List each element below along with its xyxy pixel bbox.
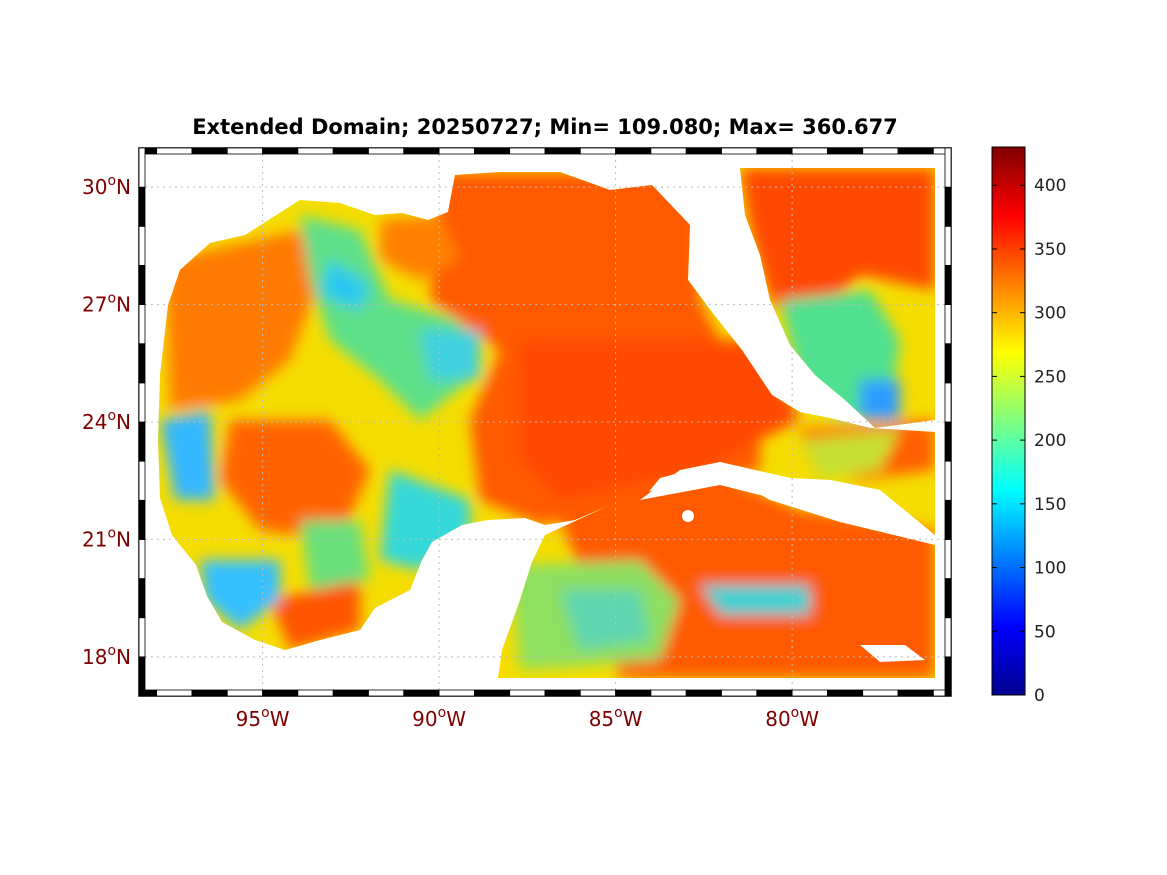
graticule: [139, 148, 951, 696]
colorbar-tick-label: 0: [1034, 686, 1045, 706]
lat-tick-label: 18oN: [82, 643, 131, 669]
lon-tick-label: 95oW: [236, 705, 290, 731]
colorbar-tick-label: 400: [1034, 176, 1066, 196]
colorbar-tick-label: 100: [1034, 559, 1066, 579]
colorbar-tick-label: 350: [1034, 240, 1066, 260]
data-field: [158, 168, 935, 678]
map-title: Extended Domain; 20250727; Min= 109.080;…: [192, 115, 898, 139]
colorbar-tick-label: 250: [1034, 367, 1066, 387]
lat-tick-label: 21oN: [82, 525, 131, 551]
colorbar-tick-label: 50: [1034, 622, 1056, 642]
longitude-labels: 95oW 90oW 85oW 80oW: [236, 705, 820, 731]
colorbar-gradient: [991, 146, 1026, 696]
latitude-labels: 30oN 27oN 24oN 21oN 18oN: [82, 173, 131, 669]
land-mask: [640, 462, 925, 662]
colorbar-ticks: 0 50 100 150 200 250 300 350 400: [992, 176, 1066, 706]
colorbar-tick-label: 150: [1034, 495, 1066, 515]
colorbar: 0 50 100 150 200 250 300 350 400: [991, 146, 1066, 706]
colorbar-tick-label: 300: [1034, 304, 1066, 324]
lat-tick-label: 24oN: [82, 408, 131, 434]
lat-tick-label: 30oN: [82, 173, 131, 199]
lat-tick-label: 27oN: [82, 291, 131, 317]
lon-tick-label: 90oW: [412, 705, 466, 731]
map-frame: [138, 147, 952, 697]
lon-tick-label: 85oW: [589, 705, 643, 731]
colorbar-tick-label: 200: [1034, 431, 1066, 451]
lon-tick-label: 80oW: [765, 705, 819, 731]
